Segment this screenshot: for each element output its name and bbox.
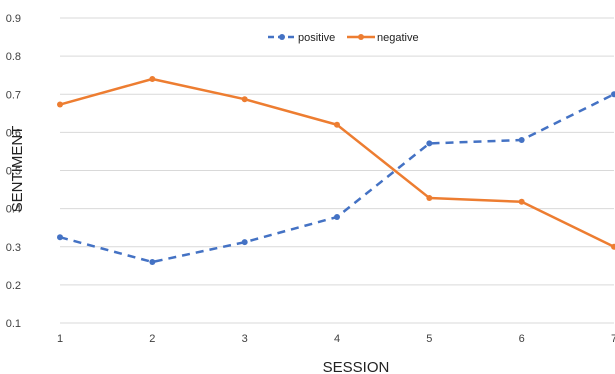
data-point-positive — [426, 140, 433, 147]
series-line-negative — [59, 77, 615, 248]
legend-marker-negative — [358, 34, 364, 40]
y-tick-label: 0.5 — [6, 166, 21, 178]
y-tick-label: 0.6 — [6, 127, 21, 139]
x-tick-label: 6 — [519, 333, 525, 345]
x-tick-label: 3 — [242, 333, 248, 345]
y-axis-title: SENTIMENT — [9, 126, 26, 213]
x-axis-title: SESSION — [323, 359, 390, 374]
legend-label-positive: positive — [298, 32, 335, 44]
legend-item-positive: positive — [268, 32, 335, 44]
data-point-positive — [611, 91, 615, 98]
legend-item-negative: negative — [347, 32, 419, 44]
data-point-negative — [57, 101, 63, 108]
y-tick-labels: 0.1 0.2 0.3 0.4 0.5 0.6 0.7 0.8 0.9 — [6, 13, 21, 330]
data-point-negative — [611, 243, 615, 250]
gridlines — [60, 17, 614, 324]
series-line-positive — [59, 93, 615, 264]
y-tick-label: 0.1 — [6, 318, 21, 330]
series-positive — [57, 91, 615, 265]
legend-marker-positive — [279, 34, 285, 40]
y-tick-label: 0.4 — [6, 204, 21, 216]
y-tick-label: 0.8 — [6, 51, 21, 63]
data-point-positive — [518, 137, 525, 143]
legend: positive negative — [268, 32, 419, 44]
series-lines — [57, 76, 615, 265]
x-tick-label: 7 — [611, 333, 615, 345]
data-point-negative — [426, 194, 433, 201]
data-point-positive — [149, 259, 156, 265]
y-tick-label: 0.2 — [6, 280, 21, 292]
series-negative — [57, 76, 615, 250]
x-tick-label: 2 — [149, 333, 155, 345]
data-point-positive — [57, 234, 63, 241]
y-tick-label: 0.7 — [6, 89, 21, 101]
legend-label-negative: negative — [377, 32, 419, 44]
data-point-negative — [149, 76, 156, 82]
data-point-positive — [241, 239, 248, 246]
data-point-positive — [334, 214, 340, 221]
x-tick-label: 4 — [334, 333, 340, 345]
y-tick-label: 0.3 — [6, 242, 21, 254]
x-tick-label: 5 — [426, 333, 432, 345]
x-tick-label: 1 — [57, 333, 63, 345]
data-point-negative — [518, 198, 525, 205]
data-point-negative — [241, 96, 248, 103]
x-tick-labels: 1 2 3 4 5 6 7 — [57, 333, 615, 345]
y-tick-label: 0.9 — [6, 13, 21, 25]
data-point-negative — [334, 121, 340, 128]
